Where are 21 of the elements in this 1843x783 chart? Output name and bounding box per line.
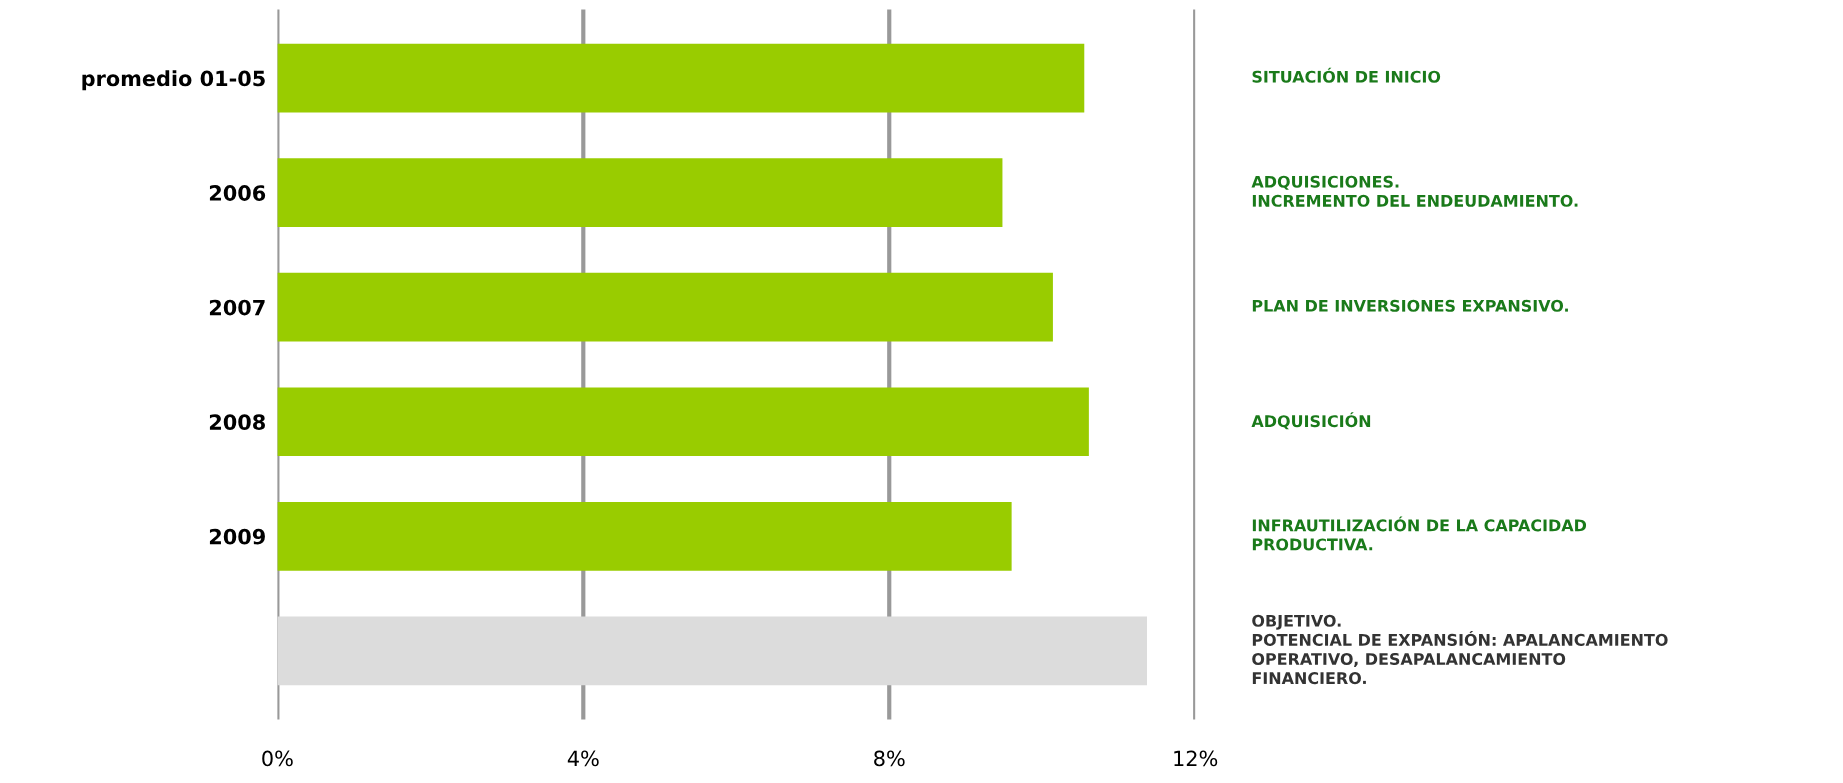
bar: [277, 158, 1003, 228]
x-tick-label: 0%: [262, 750, 293, 767]
y-tick-label: 2007: [209, 299, 265, 316]
text: ADQUISICIÓN: [1251, 412, 1371, 430]
bar: [277, 387, 1089, 457]
y-tick-label: 2008: [209, 414, 265, 430]
y-tick-label: promedio 01-05: [82, 70, 265, 91]
bar: [277, 43, 1085, 113]
text: SITUACIÓN DE INICIO: [1252, 67, 1441, 83]
text: OBJETIVO. POTENCIAL DE EXPANSIÓN: APALANCAMIENTO OPERATIVO, DESAPALANCAMIENTO FINANCIERO.: [1252, 614, 1668, 685]
text: INFRAUTILIZACIÓN DE LA CAPACIDAD PRODUCTIVA.: [1252, 516, 1587, 551]
y-tick-label: 2009: [209, 528, 265, 545]
x-tick-label: 8%: [874, 750, 905, 767]
text: ADQUISICIONES. INCREMENTO DEL ENDEUDAMIENTO.: [1251, 175, 1578, 207]
text: PLAN DE INVERSIONES EXPANSIVO.: [1252, 299, 1568, 312]
bar: [277, 616, 1147, 686]
x-tick-label: 4%: [567, 750, 599, 767]
y-tick-label: 2006: [209, 185, 266, 201]
bar: [277, 501, 1012, 571]
x-tick-label: 12%: [1174, 750, 1218, 767]
bar: [277, 272, 1053, 342]
